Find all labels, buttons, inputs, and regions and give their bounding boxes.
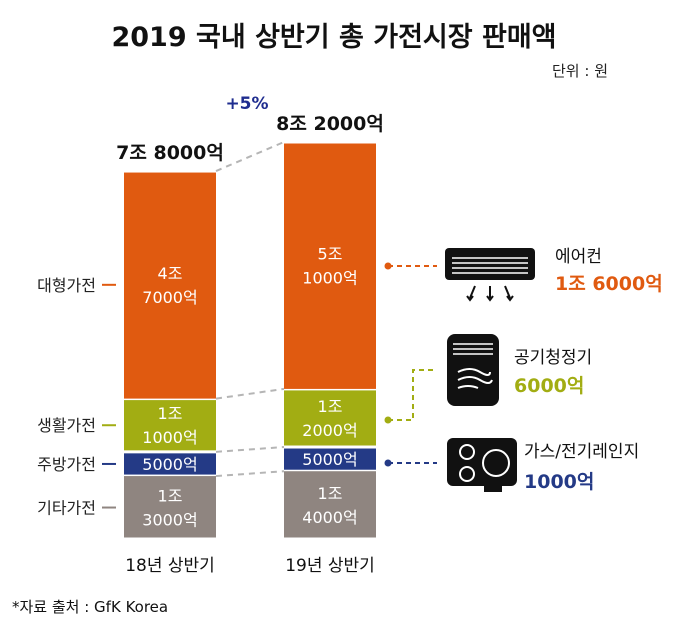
bars [124, 143, 376, 538]
bar-segment-2-1 [284, 471, 376, 538]
total-label: 8조 2000억 [276, 113, 384, 135]
x-tick-label: 18년 상반기 [125, 556, 215, 576]
segment-label: 1조 [318, 397, 343, 416]
air-conditioner-icon [445, 248, 535, 302]
segment-label: 3000억 [142, 511, 197, 530]
annotation-dot [384, 459, 392, 467]
chart-title: 2019 국내 상반기 총 가전시장 판매액 [111, 22, 556, 53]
segment-label: 5조 [318, 244, 343, 263]
bar-segment-1-2 [124, 453, 216, 475]
annotation-name: 에어컨 [555, 247, 602, 267]
source-note: *자료 출처 : GfK Korea [12, 598, 168, 616]
connector-line [215, 470, 285, 478]
bar-segment-1-3 [124, 400, 216, 451]
growth-label: +5% [225, 94, 268, 114]
segment-label: 4조 [158, 264, 183, 283]
segment-label: 5000억 [302, 450, 357, 469]
bar-segment-1-1 [124, 476, 216, 538]
x-tick-label: 19년 상반기 [285, 556, 375, 576]
annotation-dot [384, 416, 392, 424]
bar-segment-2-4 [284, 143, 376, 389]
category-label: 기타가전 [37, 499, 96, 518]
bar-segment-2-2 [284, 448, 376, 470]
category-label: 대형가전 [37, 276, 96, 295]
annotation-leader [388, 369, 437, 421]
total-label: 7조 8000억 [116, 142, 224, 164]
segment-label: 4000억 [302, 508, 357, 527]
annotation-name: 가스/전기레인지 [524, 442, 639, 462]
segment-label: 1000억 [302, 268, 357, 287]
connector-line [215, 387, 285, 400]
segment-label: 1조 [158, 487, 183, 506]
segment-label: 7000억 [142, 288, 197, 307]
segment-label: 1조 [158, 404, 183, 423]
segment-label: 5000억 [142, 455, 197, 474]
bar-segment-2-3 [284, 390, 376, 446]
unit-label: 단위 : 원 [552, 62, 608, 80]
bar-segment-1-4 [124, 172, 216, 399]
annotation-dot [384, 262, 392, 270]
cooktop-icon [447, 438, 517, 492]
labels: 1조 3000억 5000억 1조 1000억 4조 7000억 7조 8000억 18년 상반… [37, 113, 663, 576]
connector-line [215, 141, 285, 172]
annotation-value: 1조 6000억 [555, 273, 663, 295]
air-purifier-icon [447, 334, 499, 406]
connectors [215, 141, 437, 478]
category-label: 주방가전 [37, 455, 96, 474]
connector-line [215, 446, 285, 453]
segment-label: 1000억 [142, 428, 197, 447]
annotation-name: 공기청정기 [514, 348, 592, 368]
segment-label: 1조 [318, 484, 343, 503]
category-label: 생활가전 [37, 416, 96, 435]
annotation-value: 1000억 [524, 471, 594, 493]
annotation-value: 6000억 [514, 375, 584, 397]
segment-label: 2000억 [302, 421, 357, 440]
